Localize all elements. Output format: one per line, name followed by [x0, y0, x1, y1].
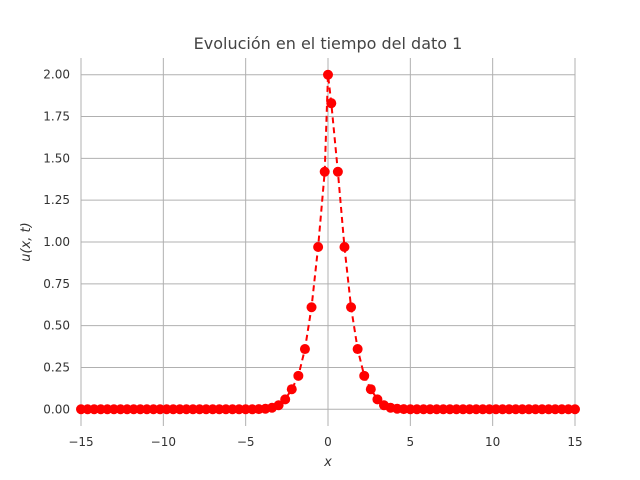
- x-tick-label: −15: [68, 435, 93, 449]
- data-point: [326, 98, 337, 109]
- data-point: [346, 302, 357, 313]
- data-point: [299, 344, 310, 355]
- x-tick-label: 15: [567, 435, 582, 449]
- y-tick-label: 0.00: [43, 402, 70, 416]
- data-point: [359, 370, 370, 381]
- y-tick-label: 1.00: [43, 235, 70, 249]
- x-axis-title: x: [323, 455, 332, 470]
- data-point: [313, 242, 324, 253]
- y-tick-label: 2.00: [43, 68, 70, 82]
- data-point: [319, 166, 330, 177]
- x-tick-label: 10: [485, 435, 500, 449]
- series-markers: [76, 69, 580, 415]
- y-tick-label: 1.75: [43, 110, 70, 124]
- y-tick-label: 0.75: [43, 277, 70, 291]
- y-tick-label: 1.25: [43, 193, 70, 207]
- x-tick-label: −10: [151, 435, 176, 449]
- grid: [80, 58, 576, 426]
- y-tick-label: 0.25: [43, 360, 70, 374]
- data-point: [352, 344, 363, 355]
- y-axis-title: u(x, t): [19, 222, 34, 261]
- y-tick-labels: 0.00 0.25 0.50 0.75 1.00 1.25 1.50 1.75 2.00: [43, 68, 70, 417]
- y-tick-label: 0.50: [43, 319, 70, 333]
- chart-title: Evolución en el tiempo del dato 1: [194, 34, 463, 53]
- x-tick-labels: −15 −10 −5 0 5 10 15: [68, 435, 582, 449]
- data-point: [323, 69, 333, 80]
- y-tick-label: 1.50: [43, 151, 70, 165]
- data-point: [293, 370, 304, 381]
- x-tick-label: −5: [237, 435, 255, 449]
- data-point: [306, 302, 317, 313]
- data-point: [339, 242, 350, 253]
- data-point: [570, 404, 580, 415]
- data-point: [280, 394, 291, 405]
- data-point: [273, 400, 284, 411]
- data-point: [286, 384, 297, 395]
- x-tick-label: 5: [407, 435, 415, 449]
- data-point: [372, 394, 383, 405]
- data-point: [332, 166, 343, 177]
- data-point: [365, 384, 376, 395]
- x-tick-label: 0: [324, 435, 332, 449]
